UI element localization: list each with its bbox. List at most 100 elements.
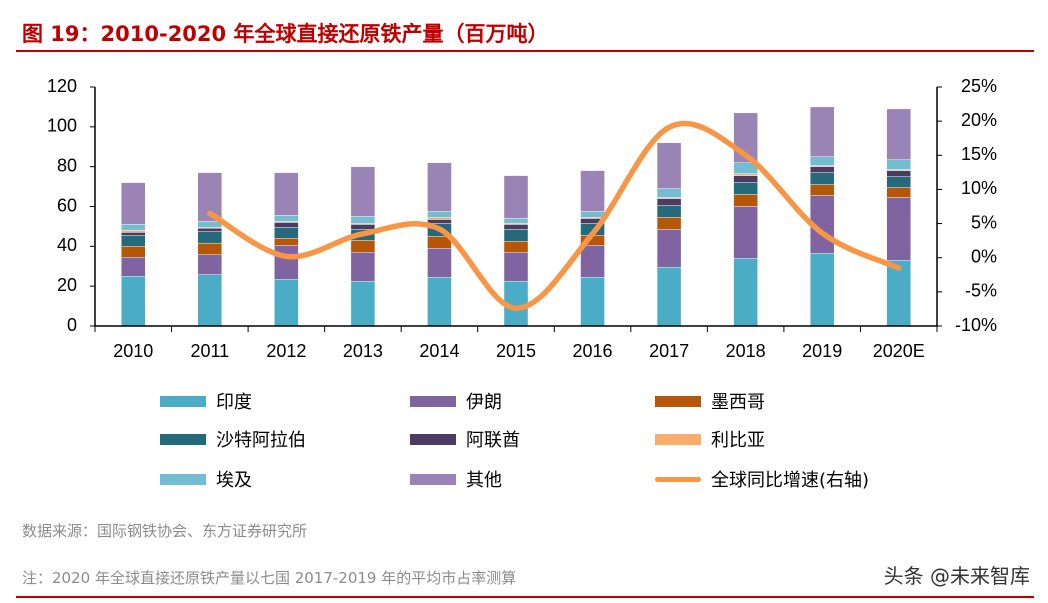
legend-item: 沙特阿拉伯 xyxy=(160,426,306,452)
y-tick-label: 20 xyxy=(57,275,77,295)
bar-segment-7-3 xyxy=(350,166,376,217)
bar-segment-7-4 xyxy=(427,162,452,212)
bar-segment-4-3 xyxy=(350,224,376,230)
title-divider xyxy=(16,50,1034,52)
x-tick-label: 2010 xyxy=(113,341,153,361)
y2-tick-label: -5% xyxy=(965,281,997,301)
bar-segment-2-8 xyxy=(733,194,758,207)
y-tick-label: 80 xyxy=(57,155,77,175)
bar-segment-6-4 xyxy=(427,211,452,218)
bar-segment-7-6 xyxy=(580,170,605,212)
bar-segment-4-4 xyxy=(427,219,452,224)
y-tick-label: 0 xyxy=(67,315,77,335)
legend-label: 伊朗 xyxy=(466,392,502,413)
bar-segment-1-6 xyxy=(580,245,605,278)
bar-segment-6-9 xyxy=(809,156,835,166)
legend-label: 埃及 xyxy=(216,470,252,491)
bottom-divider xyxy=(16,596,1034,598)
bar-segment-2-2 xyxy=(274,238,299,246)
bar-segment-1-8 xyxy=(733,206,758,259)
y2-tick-label: 10% xyxy=(961,178,997,198)
bar-segment-0-7 xyxy=(656,267,682,327)
bar-segment-2-5 xyxy=(503,241,529,253)
legend-swatch xyxy=(655,433,701,445)
bar-segment-0-10 xyxy=(886,260,911,327)
legend-label: 全球同比增速(右轴) xyxy=(711,470,870,491)
legend-item: 全球同比增速(右轴) xyxy=(655,466,869,492)
growth-line xyxy=(207,120,902,311)
legend-item: 阿联酋 xyxy=(410,426,520,452)
legend-item: 其他 xyxy=(410,466,502,492)
bar-segment-7-5 xyxy=(503,175,529,219)
bar-segment-4-0 xyxy=(121,232,146,236)
bar-segment-0-0 xyxy=(121,276,146,327)
bar-segment-1-2 xyxy=(274,245,299,280)
bar-segment-0-4 xyxy=(427,277,452,327)
x-tick-label: 2018 xyxy=(726,341,766,361)
bar-segment-3-7 xyxy=(656,205,682,218)
y-tick-label: 100 xyxy=(47,116,77,136)
legend-swatch xyxy=(655,476,701,482)
bar-segment-6-7 xyxy=(656,188,682,198)
bar-segment-3-1 xyxy=(197,231,223,244)
legend-label: 印度 xyxy=(216,392,252,413)
legend-swatch xyxy=(410,473,456,485)
y-tick-label: 60 xyxy=(57,195,77,215)
legend-swatch xyxy=(160,473,206,485)
bar-segment-0-3 xyxy=(350,280,376,327)
bar-segment-6-0 xyxy=(121,224,146,231)
bar-segment-4-8 xyxy=(733,175,758,183)
watermark: 头条 @未来智库 xyxy=(883,564,1030,588)
bar-segment-0-6 xyxy=(580,277,605,327)
bar-segment-7-7 xyxy=(656,142,682,189)
bar-segment-3-2 xyxy=(274,227,299,239)
legend-swatch xyxy=(160,395,206,407)
bar-segment-7-0 xyxy=(121,182,146,225)
x-tick-label: 2011 xyxy=(190,341,229,361)
bar-segment-1-0 xyxy=(121,257,146,277)
bar-segment-5-4 xyxy=(427,217,452,220)
bar-segment-4-9 xyxy=(809,166,835,173)
x-tick-label: 2012 xyxy=(266,341,306,361)
legend-item: 利比亚 xyxy=(655,426,765,452)
source-note: 数据来源：国际钢铁协会、东方证券研究所 xyxy=(22,522,308,540)
bar-segment-3-0 xyxy=(121,235,146,247)
bar-segment-3-8 xyxy=(733,182,758,195)
bar-segment-7-9 xyxy=(809,106,835,157)
bar-segment-4-7 xyxy=(656,198,682,206)
bar-segment-2-3 xyxy=(350,240,376,253)
bar-segment-6-6 xyxy=(580,211,605,218)
bar-segment-1-7 xyxy=(656,229,682,268)
bar-segment-1-5 xyxy=(503,252,529,282)
y2-tick-label: 25% xyxy=(961,76,997,96)
y2-tick-label: 5% xyxy=(971,212,997,232)
bar-segment-1-3 xyxy=(350,252,376,282)
bar-segment-2-9 xyxy=(809,184,835,196)
bar-segment-2-0 xyxy=(121,246,146,258)
bar-segment-0-9 xyxy=(809,253,835,327)
bar-segment-0-1 xyxy=(197,274,223,327)
legend-item: 墨西哥 xyxy=(655,388,765,414)
legend-label: 其他 xyxy=(466,470,502,491)
x-tick-label: 2015 xyxy=(496,341,536,361)
x-tick-label: 2020E xyxy=(873,341,925,361)
bar-segment-7-10 xyxy=(886,108,911,160)
legend-label: 墨西哥 xyxy=(711,392,765,413)
x-tick-label: 2019 xyxy=(802,341,842,361)
bar-segment-7-2 xyxy=(274,172,299,216)
legend-item: 伊朗 xyxy=(410,388,502,414)
bar-segment-3-9 xyxy=(809,172,835,185)
x-tick-label: 2014 xyxy=(419,341,459,361)
y2-tick-label: -10% xyxy=(955,315,997,335)
bar-segment-6-10 xyxy=(886,159,911,170)
bar-segment-2-10 xyxy=(886,187,911,198)
bar-segment-6-1 xyxy=(197,221,223,228)
bar-segment-2-1 xyxy=(197,242,223,255)
legend-label: 沙特阿拉伯 xyxy=(216,430,306,451)
bar-segment-6-5 xyxy=(503,218,529,224)
legend-swatch xyxy=(410,395,456,407)
legend-label: 阿联酋 xyxy=(466,430,520,451)
bar-segment-3-10 xyxy=(886,176,911,188)
bar-segment-4-1 xyxy=(197,228,223,232)
